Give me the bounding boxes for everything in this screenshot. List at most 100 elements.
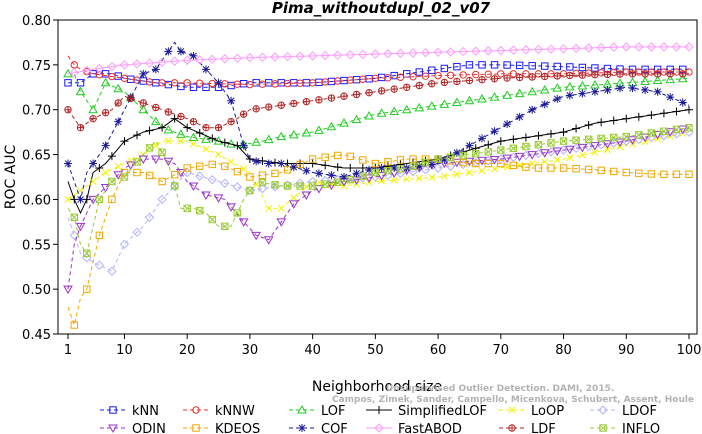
- point-inflo-96: [660, 127, 668, 135]
- legend-item-cof: COF: [289, 422, 348, 434]
- series-line-fastabod: [67, 46, 689, 75]
- x-tick-label-100: 100: [677, 343, 702, 358]
- point-lof-31: [251, 137, 262, 146]
- point-ldf-51-cross: [378, 87, 385, 95]
- point-cof-47: [352, 169, 361, 178]
- point-knnw-6: [95, 71, 104, 79]
- point-kdeos-98: [672, 170, 681, 179]
- point-fastabod-54: [395, 48, 406, 59]
- point-inflo-84-box: [584, 135, 593, 144]
- point-kdeos-50: [371, 159, 380, 168]
- point-ldof-34: [270, 182, 280, 192]
- point-knnw-18: [170, 79, 179, 87]
- series-odin: [63, 125, 690, 295]
- y-tick-label-0.70: 0.70: [22, 104, 51, 119]
- point-knnw-66: [472, 70, 480, 79]
- point-ldf-57: [415, 81, 423, 90]
- point-inflo-54: [396, 165, 405, 173]
- point-inflo-16: [158, 148, 166, 157]
- point-inflo-92-box: [635, 131, 643, 139]
- point-cof-21: [189, 51, 198, 60]
- point-fastabod-96: [659, 42, 669, 52]
- point-simplifiedlof-68: [484, 140, 493, 149]
- point-knnw-42: [321, 78, 329, 86]
- point-simplifiedlof-86: [597, 118, 606, 127]
- legend-label-inflo: INFLO: [622, 422, 660, 434]
- point-inflo-36-box: [283, 182, 292, 190]
- legend-label-loop: LoOP: [531, 404, 564, 419]
- point-cof-17: [164, 47, 173, 56]
- point-knnw-50: [371, 74, 380, 83]
- point-knnw-62: [446, 71, 455, 79]
- point-inflo-82-box: [572, 136, 580, 144]
- series-kdeos: [67, 151, 693, 329]
- plot-frame: [57, 19, 698, 335]
- point-kdeos-20: [183, 164, 191, 172]
- point-inflo-48: [359, 172, 367, 180]
- point-loop-57: [415, 174, 423, 182]
- point-odin-83: [577, 143, 588, 153]
- point-inflo-6: [95, 195, 104, 204]
- point-fastabod-50: [370, 49, 381, 59]
- point-knn-57: [415, 68, 423, 76]
- point-simplifiedlof-88: [609, 116, 618, 125]
- point-ldf-47-cross: [353, 91, 360, 98]
- legend-marker-simplifiedlof: [375, 406, 383, 414]
- point-kdeos-34: [271, 169, 279, 178]
- point-inflo-80-cross: [559, 137, 568, 145]
- point-knnw-26: [221, 80, 229, 88]
- point-cof-29: [239, 141, 248, 150]
- point-knn-67: [478, 61, 486, 69]
- point-loop-65: [465, 168, 474, 177]
- series-line-odin: [67, 127, 690, 290]
- point-simplifiedlof-92: [634, 112, 643, 121]
- point-knnw-10: [120, 74, 129, 83]
- legend-label-simplifiedlof: SimplifiedLOF: [398, 404, 487, 419]
- point-lof-55: [401, 104, 412, 114]
- y-tick-label-0.75: 0.75: [22, 59, 51, 74]
- point-ldf-13-cross: [140, 99, 147, 107]
- point-simplifiedlof-80: [559, 128, 568, 137]
- point-odin-29: [238, 218, 249, 227]
- point-ldf-95-cross: [654, 70, 661, 78]
- point-knnw-38: [296, 79, 304, 87]
- point-knnw-32: [258, 80, 267, 88]
- point-inflo-2-cross: [70, 213, 78, 221]
- legend-item-ldof: LDOF: [590, 404, 657, 419]
- point-inflo-12-cross: [133, 158, 141, 166]
- point-lof-19: [176, 129, 186, 138]
- legend-item-knn: kNN: [100, 404, 159, 419]
- legend-marker-loop: [508, 406, 516, 414]
- point-loop-33: [265, 204, 273, 212]
- point-inflo-74: [522, 142, 530, 151]
- point-fastabod-64: [458, 46, 468, 57]
- point-odin-9: [113, 171, 124, 180]
- point-odin-21: [188, 182, 199, 191]
- point-inflo-42-cross: [321, 180, 329, 188]
- point-inflo-30-box: [246, 186, 254, 195]
- point-ldf-81: [566, 71, 574, 80]
- point-fastabod-18: [169, 56, 180, 66]
- point-ldf-95: [653, 70, 662, 78]
- point-inflo-80-box: [559, 137, 568, 145]
- point-cof-63: [452, 148, 461, 157]
- point-odin-99: [677, 125, 688, 135]
- point-lof-23: [201, 134, 211, 143]
- point-inflo-58: [421, 158, 430, 167]
- point-simplifiedlof-84: [584, 120, 593, 129]
- point-inflo-34-cross: [271, 181, 279, 189]
- point-simplifiedlof-54: [396, 160, 405, 169]
- point-ldf-61: [440, 78, 449, 87]
- point-cof-5: [89, 159, 98, 168]
- point-cof-75: [528, 105, 537, 114]
- point-loop-35: [277, 204, 285, 212]
- point-ldof-8: [107, 266, 117, 276]
- point-ldf-17: [164, 108, 173, 116]
- point-lof-77: [539, 84, 550, 94]
- point-fastabod-92: [634, 42, 644, 52]
- point-simplifiedlof-12: [133, 131, 141, 140]
- point-ldf-27-cross: [227, 118, 235, 125]
- point-inflo-46: [346, 175, 354, 184]
- legend-item-loop: LoOP: [499, 404, 564, 419]
- legend-item-fastabod: FastABOD: [366, 422, 462, 434]
